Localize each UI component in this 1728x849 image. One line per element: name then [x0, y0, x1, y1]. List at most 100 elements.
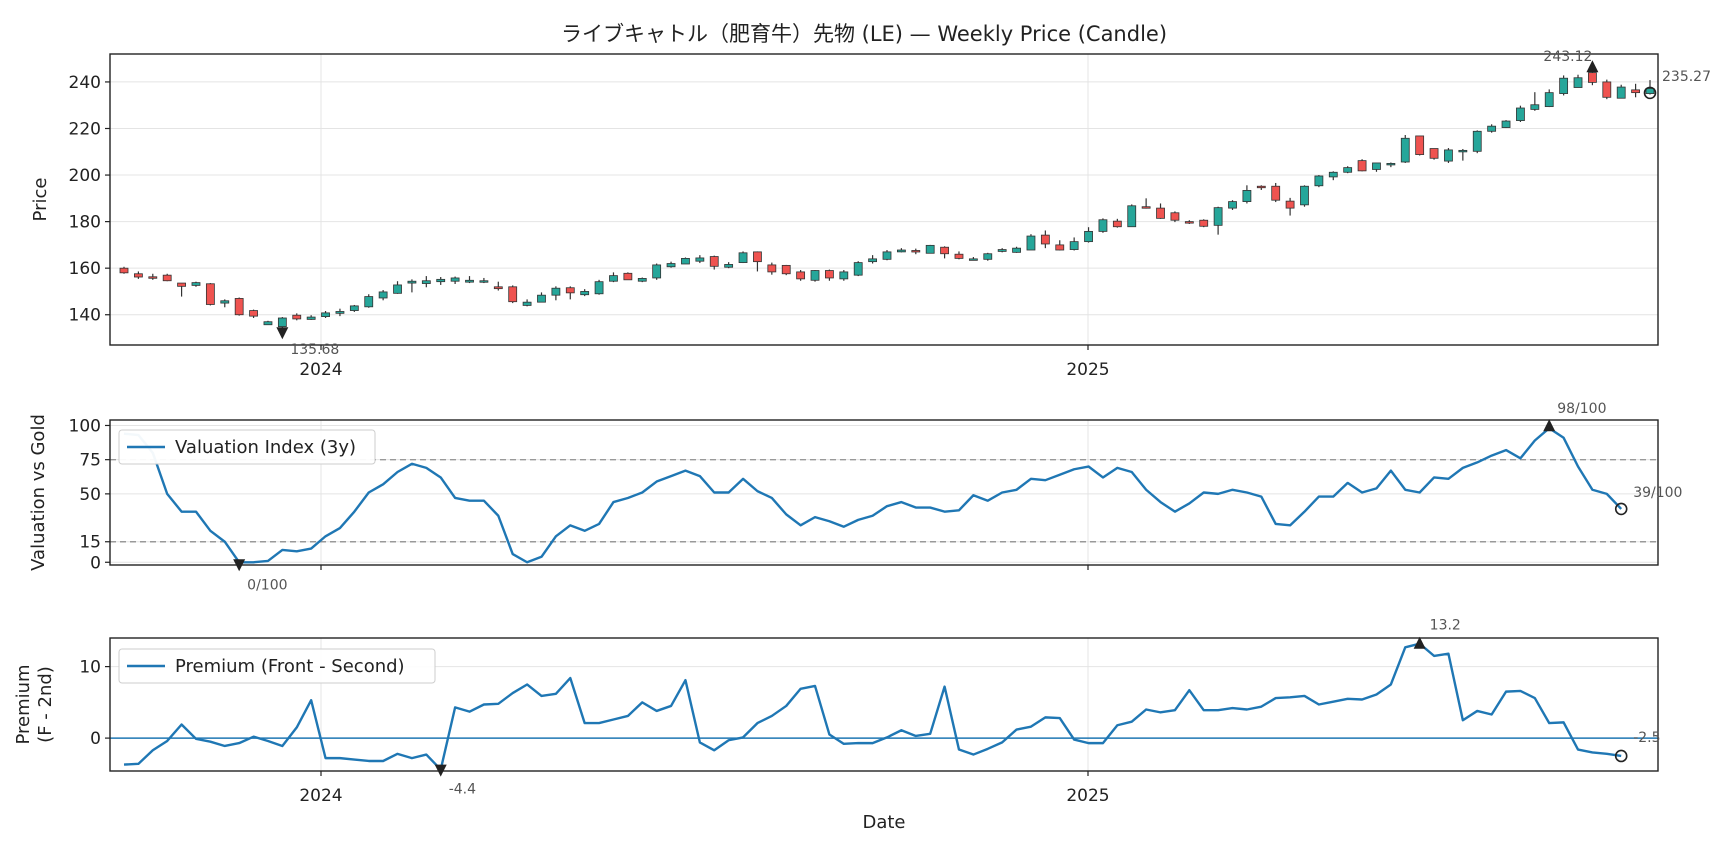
candle-body — [522, 301, 532, 306]
valuation-ytick-label: 0 — [90, 553, 101, 573]
candle-body — [1400, 137, 1410, 163]
price-ytick-label: 220 — [69, 119, 101, 139]
candle-body — [652, 264, 662, 279]
candle-body — [177, 282, 186, 287]
valuation-ylabel: Valuation vs Gold — [28, 414, 49, 571]
candle-body — [810, 270, 820, 281]
candle-body — [465, 279, 474, 283]
candle-body — [234, 298, 244, 316]
valuation-last-marker — [1614, 502, 1628, 516]
candle-body — [1573, 77, 1583, 88]
candle-body — [1544, 92, 1554, 108]
candle-body — [1285, 200, 1295, 209]
candle-body — [1559, 77, 1569, 94]
candle-body — [1472, 130, 1482, 152]
candle-body — [119, 267, 129, 274]
candle-body — [148, 276, 158, 279]
candle-body — [162, 274, 172, 282]
candle-body — [479, 280, 489, 283]
candle-body — [968, 258, 978, 261]
candle-body — [925, 244, 935, 254]
candle-body — [1429, 148, 1439, 159]
candle-body — [277, 317, 287, 328]
price-last-marker — [1643, 86, 1657, 100]
price-max-label: 243.12 — [1543, 49, 1592, 65]
valuation-legend-box — [118, 429, 376, 465]
candle-body — [508, 286, 518, 303]
candle-body — [896, 249, 906, 253]
candle-body — [1127, 205, 1137, 228]
candle-body — [205, 283, 215, 305]
premium-xlabel: Date — [862, 812, 905, 833]
valuation-min-marker — [233, 559, 246, 572]
candle-body — [191, 282, 201, 286]
candle-body — [263, 321, 273, 326]
candle-body — [1300, 185, 1309, 206]
premium-max-label: 13.2 — [1430, 618, 1461, 634]
candle-body — [1055, 244, 1065, 251]
candle-body — [292, 314, 302, 320]
premium-legend-label: Premium (Front - Second) — [175, 656, 405, 677]
candle-body — [738, 252, 748, 263]
price-min-marker — [276, 327, 289, 340]
candle-body — [1256, 185, 1266, 189]
candle-body — [839, 271, 849, 280]
candle-body — [306, 316, 316, 320]
candle-body — [1386, 163, 1396, 166]
candle-body — [997, 249, 1007, 252]
price-last-label: 235.27 — [1662, 69, 1711, 85]
candle-body — [1213, 207, 1223, 226]
candle-body — [133, 273, 143, 278]
candle-body — [1415, 135, 1425, 155]
candle-body — [1228, 201, 1237, 209]
premium-series-line — [123, 642, 1622, 771]
premium-ytick-label: 10 — [79, 658, 101, 678]
price-ylabel: Price — [30, 178, 51, 222]
candle-body — [695, 257, 705, 262]
candle-body — [1616, 86, 1626, 99]
candle-body — [1084, 230, 1093, 243]
premium-xtick-label: 2025 — [1066, 786, 1109, 806]
valuation-panel: 015 50 75 100 Valuation vs Gold Valuation Ind… — [28, 401, 1682, 593]
candle-body — [666, 263, 676, 268]
premium-ylabel: Premium(F - 2nd) — [13, 664, 56, 744]
candle-body — [623, 272, 633, 281]
candle-body — [1516, 107, 1525, 121]
premium-panel: 0 10 2024 2025 Date Premium(F - 2nd) Premium (… — [13, 618, 1661, 833]
candle-body — [954, 253, 964, 259]
candle-body — [1444, 149, 1453, 162]
valuation-series-line — [123, 427, 1623, 564]
candle-body — [393, 284, 402, 294]
price-xtick-label: 2025 — [1066, 360, 1109, 380]
premium-max-marker — [1413, 636, 1426, 649]
candle-body — [1645, 88, 1655, 94]
price-ytick-label: 240 — [69, 73, 101, 93]
premium-min-label: -4.4 — [449, 782, 476, 798]
valuation-ytick-label: 75 — [79, 451, 101, 471]
candle-body — [911, 250, 921, 253]
candle-body — [983, 253, 993, 260]
candle-body — [1199, 219, 1209, 227]
price-min-label: 135.68 — [290, 342, 339, 358]
candle-body — [1170, 212, 1180, 221]
candle-body — [1501, 120, 1511, 128]
candle-body — [249, 310, 258, 317]
valuation-last-label: 39/100 — [1633, 485, 1682, 501]
price-ytick-label: 140 — [69, 306, 101, 326]
candle-body — [1372, 162, 1381, 170]
candle-body — [1012, 247, 1021, 253]
premium-ytick-label: 0 — [90, 729, 101, 749]
candle-body — [1343, 167, 1353, 173]
candle-body — [335, 311, 345, 314]
candle-body — [1026, 235, 1036, 251]
candle-body — [1098, 219, 1108, 232]
premium-last-label: -2.5 — [1633, 730, 1660, 746]
candle-body — [1184, 221, 1194, 224]
candle-body — [767, 264, 777, 273]
candle-body — [1156, 207, 1165, 219]
candle-body — [580, 291, 590, 296]
candle-body — [220, 300, 230, 304]
candle-body — [407, 280, 417, 284]
valuation-max-label: 98/100 — [1557, 401, 1606, 417]
price-xtick-label: 2024 — [299, 360, 342, 380]
